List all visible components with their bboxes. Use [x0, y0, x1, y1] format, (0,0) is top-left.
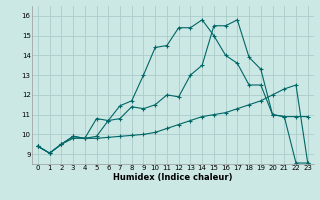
X-axis label: Humidex (Indice chaleur): Humidex (Indice chaleur) — [113, 173, 233, 182]
